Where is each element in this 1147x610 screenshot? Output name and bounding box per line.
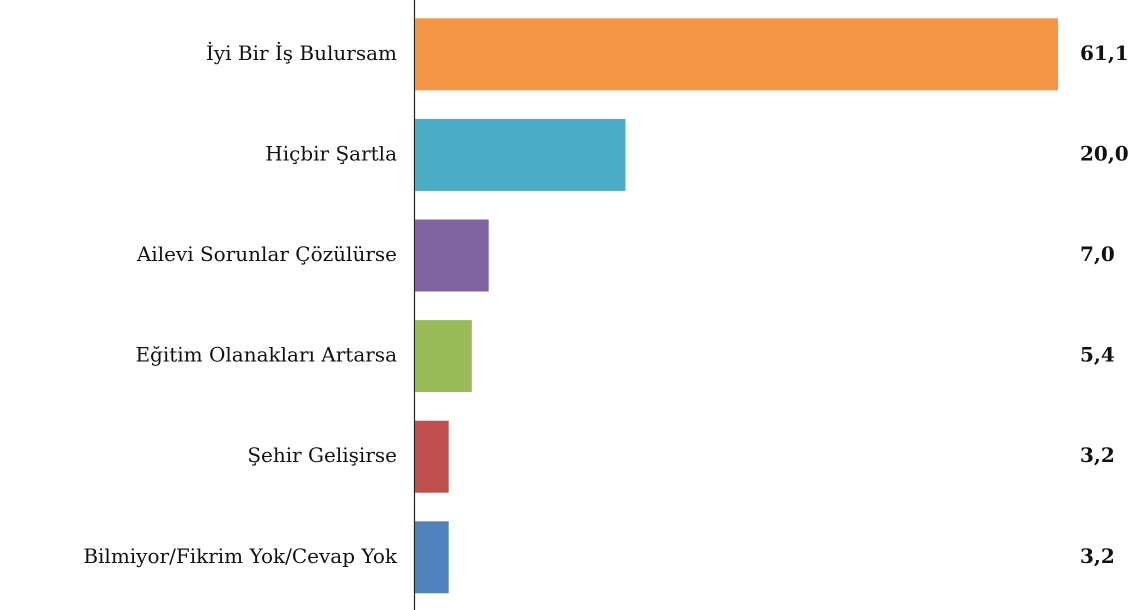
value-label: 3,2 bbox=[1080, 443, 1115, 467]
category-label: Hiçbir Şartla bbox=[265, 141, 397, 165]
value-label: 3,2 bbox=[1080, 544, 1115, 568]
value-label: 20,0 bbox=[1080, 141, 1129, 165]
bar bbox=[415, 320, 472, 393]
category-label: Şehir Gelişirse bbox=[247, 443, 397, 467]
category-label: Bilmiyor/Fikrim Yok/Cevap Yok bbox=[83, 544, 398, 568]
category-label: Ailevi Sorunlar Çözülürse bbox=[136, 242, 397, 266]
bar bbox=[415, 18, 1058, 91]
bar bbox=[415, 521, 449, 594]
category-label: İyi Bir İş Bulursam bbox=[206, 41, 397, 65]
bar bbox=[415, 420, 449, 493]
value-label: 7,0 bbox=[1080, 242, 1115, 266]
value-label: 61,1 bbox=[1080, 41, 1129, 65]
category-label: Eğitim Olanakları Artarsa bbox=[135, 343, 397, 367]
bar bbox=[415, 219, 489, 292]
value-label: 5,4 bbox=[1080, 343, 1115, 367]
bar bbox=[415, 118, 626, 191]
